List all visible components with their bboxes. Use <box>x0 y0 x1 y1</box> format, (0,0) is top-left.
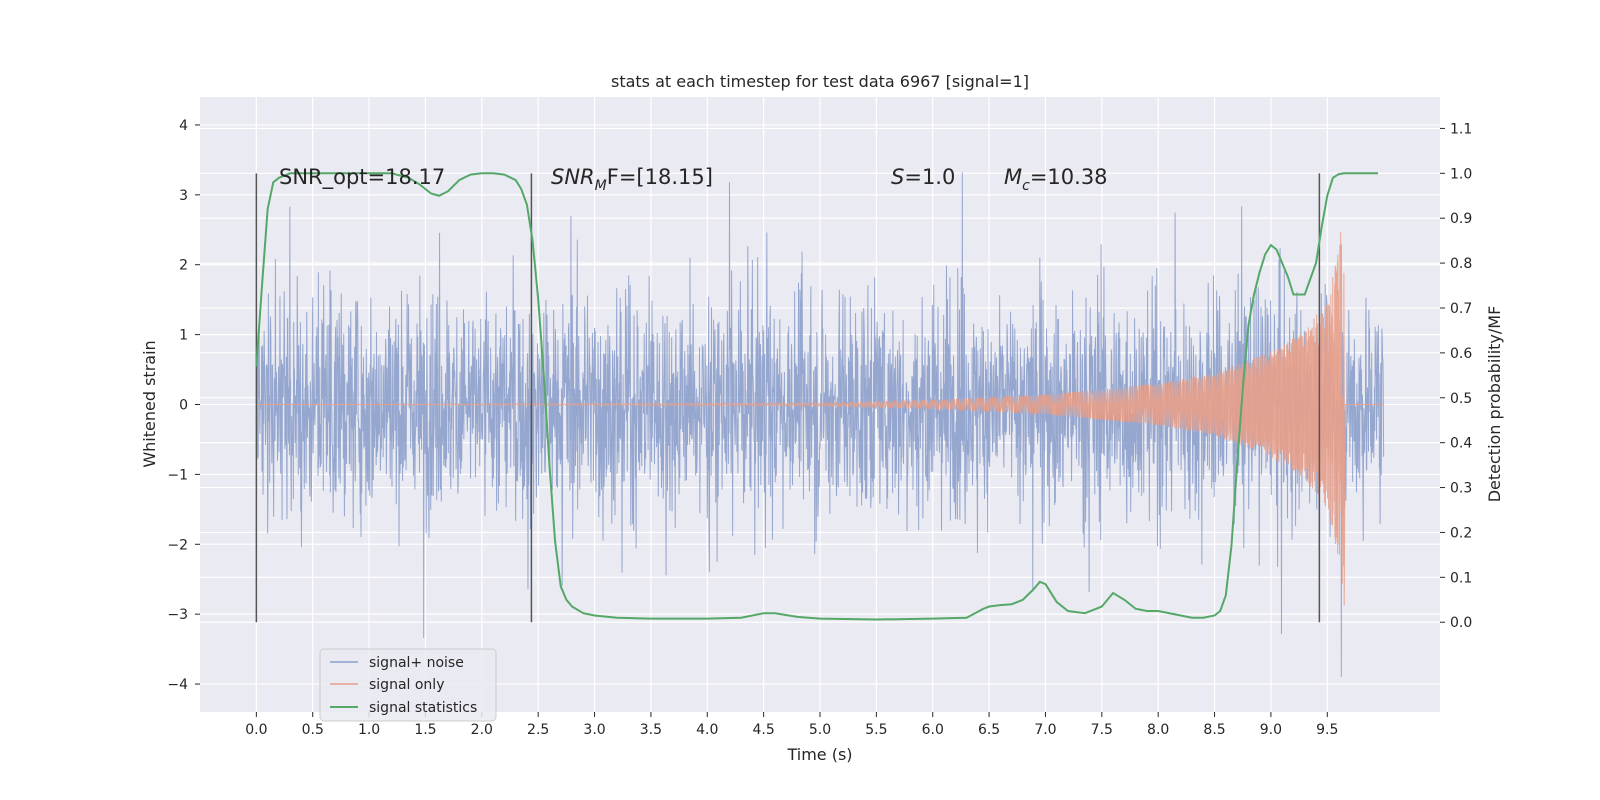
x-tick-label: 8.0 <box>1147 722 1169 738</box>
signal-only-series <box>256 232 1384 606</box>
s-symbol: S <box>891 165 904 189</box>
mc-symbol: M <box>1004 165 1022 189</box>
x-axis-ticks: 0.0 0.5 1.0 1.5 2.0 2.5 3.0 3.5 4.0 4.5 5.0 5.5 6.0 6… <box>245 712 1338 738</box>
y-right-tick-label: 0.3 <box>1450 481 1472 497</box>
y-right-tick-label: 0.5 <box>1450 391 1472 407</box>
mc-subscript: c <box>1022 178 1030 194</box>
snr-mf-value: F=[18.15] <box>607 165 713 189</box>
y-tick-label: −2 <box>167 537 188 553</box>
x-tick-label: 0.0 <box>245 722 267 738</box>
x-tick-label: 5.5 <box>865 722 887 738</box>
y-right-tick-label: 0.2 <box>1450 525 1472 541</box>
y-tick-label: 1 <box>179 328 188 344</box>
y-right-tick-label: 1.0 <box>1450 166 1472 182</box>
annotation-snr-opt: SNR_opt=18.17 <box>279 165 445 190</box>
annotation-mc: Mc=10.38 <box>1004 165 1108 194</box>
x-tick-label: 1.0 <box>358 722 380 738</box>
x-tick-label: 2.5 <box>527 722 549 738</box>
y-tick-label: 0 <box>179 398 188 414</box>
signal-statistics-series <box>255 172 1378 621</box>
x-tick-label: 7.5 <box>1091 722 1113 738</box>
x-tick-label: 9.0 <box>1260 722 1282 738</box>
y-right-tick-label: 0.0 <box>1450 615 1472 631</box>
annotation-s: S=1.0 <box>891 165 955 189</box>
snr-mf-subscript: M <box>595 178 607 194</box>
x-tick-label: 4.0 <box>696 722 718 738</box>
signal-noise-series <box>255 172 1385 677</box>
y-tick-label: −3 <box>167 607 188 623</box>
legend: signal+ noise signal only signal statist… <box>319 648 497 722</box>
x-axis-label: Time (s) <box>786 745 852 764</box>
s-value: =1.0 <box>904 165 955 189</box>
x-tick-label: 1.5 <box>414 722 436 738</box>
y-tick-label: 2 <box>179 258 188 274</box>
y-right-tick-label: 0.7 <box>1450 301 1472 317</box>
y-tick-label: 3 <box>179 188 188 204</box>
x-tick-label: 8.5 <box>1203 722 1225 738</box>
y-right-axis-ticks: 1.1 1.0 0.9 0.8 0.7 0.6 0.5 0.4 0.3 0.2 0.1 0.0 <box>1440 121 1472 631</box>
x-tick-label: 3.0 <box>583 722 605 738</box>
y-right-tick-label: 0.4 <box>1450 436 1472 452</box>
y-right-tick-label: 0.9 <box>1450 211 1472 227</box>
y-axis-label: Whitened strain <box>140 340 159 467</box>
segment-markers <box>255 173 1321 623</box>
x-tick-label: 6.0 <box>922 722 944 738</box>
y-right-tick-label: 0.6 <box>1450 346 1472 362</box>
x-tick-label: 9.5 <box>1316 722 1338 738</box>
legend-label-signal-noise: signal+ noise <box>369 655 464 671</box>
x-tick-label: 5.0 <box>809 722 831 738</box>
y-right-tick-label: 0.8 <box>1450 256 1472 272</box>
legend-label-signal-statistics: signal statistics <box>369 700 477 716</box>
y-right-axis-label: Detection probability/MF <box>1485 306 1504 503</box>
chart-title: stats at each timestep for test data 696… <box>611 72 1029 91</box>
y-tick-label: −4 <box>167 677 188 693</box>
y-axis-ticks: 4 3 2 1 0 −1 −2 −3 −4 <box>167 118 200 693</box>
y-tick-label: −1 <box>167 467 188 483</box>
x-tick-label: 3.5 <box>640 722 662 738</box>
x-tick-label: 0.5 <box>302 722 324 738</box>
legend-label-signal-only: signal only <box>369 677 444 693</box>
mc-value: =10.38 <box>1030 165 1108 189</box>
x-tick-label: 4.5 <box>753 722 775 738</box>
x-tick-label: 7.0 <box>1034 722 1056 738</box>
x-tick-label: 6.5 <box>978 722 1000 738</box>
legend-box <box>319 648 497 722</box>
y-tick-label: 4 <box>179 118 188 134</box>
annotation-snr-mf: SNRMF=[18.15] <box>551 165 713 194</box>
snr-mf-symbol: SNR <box>551 165 595 189</box>
y-right-tick-label: 1.1 <box>1450 121 1472 137</box>
x-tick-label: 2.0 <box>471 722 493 738</box>
y-right-tick-label: 0.1 <box>1450 570 1472 586</box>
